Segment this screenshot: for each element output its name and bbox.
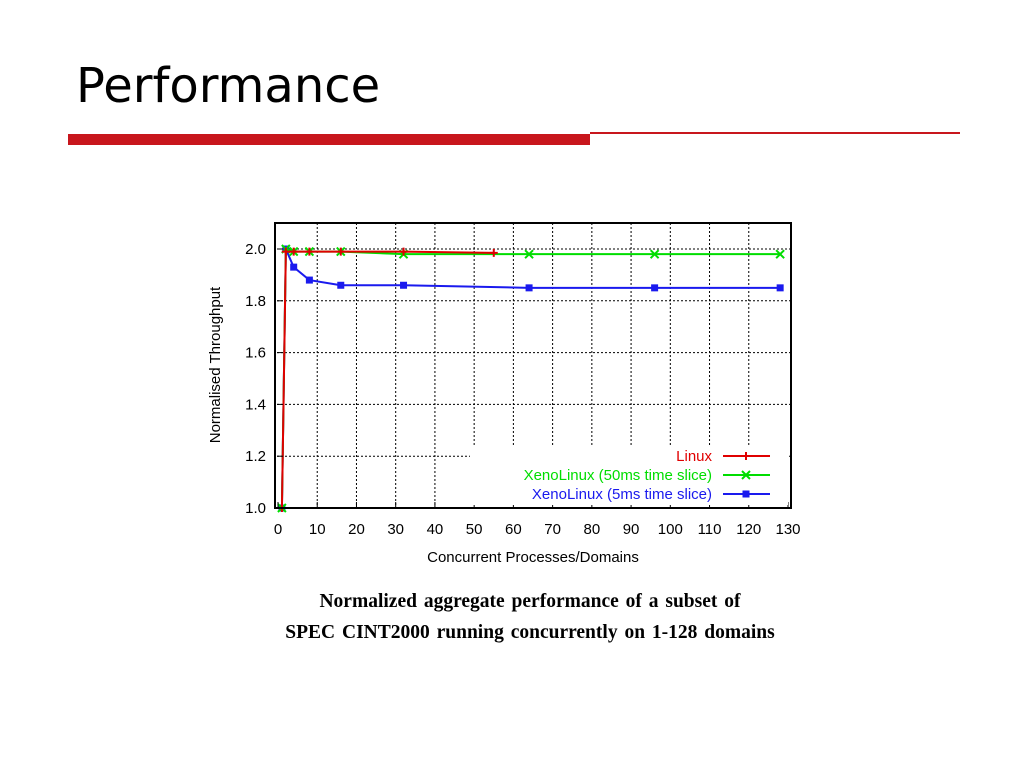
x-tick-label: 10 — [309, 521, 326, 538]
series-point — [649, 249, 660, 259]
x-axis-label: Concurrent Processes/Domains — [427, 549, 639, 566]
legend-marker — [742, 452, 750, 460]
figure-caption: Normalized aggregate performance of a su… — [230, 586, 830, 648]
legend-marker — [741, 470, 751, 480]
x-tick-label: 70 — [544, 521, 561, 538]
chart-legend: Linux XenoLinux (50ms time slice) XenoLinu… — [470, 445, 788, 505]
series-point — [281, 247, 290, 256]
series-point — [305, 247, 314, 256]
x-tick-label: 80 — [584, 521, 601, 538]
series-point — [776, 284, 784, 292]
series-point — [305, 276, 313, 284]
y-axis-label: Normalised Throughput — [207, 286, 224, 443]
x-tick-label: 0 — [274, 521, 282, 538]
series-point — [336, 247, 345, 256]
x-tick-label: 50 — [466, 521, 483, 538]
legend-label: Linux — [676, 448, 712, 465]
x-tick-label: 20 — [348, 521, 365, 538]
x-tick-label: 40 — [427, 521, 444, 538]
x-tick-label: 60 — [505, 521, 522, 538]
x-tick-label: 120 — [736, 521, 761, 538]
x-tick-label: 90 — [623, 521, 640, 538]
series-point — [489, 248, 498, 257]
x-tick-label: 30 — [387, 521, 404, 538]
series-point — [775, 249, 785, 259]
series-point — [399, 247, 408, 256]
x-tick-label: 130 — [775, 521, 800, 538]
x-tick-label: 100 — [658, 521, 683, 538]
legend-marker — [742, 490, 750, 498]
series-point — [524, 249, 534, 259]
chart-ticks: 0 10 20 30 40 50 60 70 80 90 100 110 120 130 1.0 1.2 1.4… — [245, 241, 800, 538]
slide-title: Performance — [76, 58, 381, 114]
series-point — [289, 247, 298, 256]
series-point — [290, 263, 298, 271]
title-underline-thick — [68, 134, 590, 145]
y-tick-label: 1.0 — [245, 500, 266, 517]
y-tick-label: 1.6 — [245, 345, 266, 362]
series-0 — [277, 247, 498, 512]
y-tick-label: 1.8 — [245, 293, 266, 310]
series-point — [651, 284, 659, 292]
x-tick-label: 110 — [698, 521, 722, 538]
plot-frame — [274, 222, 792, 509]
caption-line-2: SPEC CINT2000 running concurrently on 1-… — [285, 622, 775, 643]
legend-label: XenoLinux (50ms time slice) — [524, 467, 712, 484]
series-point — [337, 281, 345, 289]
y-tick-label: 1.2 — [245, 448, 266, 465]
caption-line-1: Normalized aggregate performance of a su… — [319, 591, 741, 612]
y-tick-label: 1.4 — [245, 396, 266, 413]
y-tick-label: 2.0 — [245, 241, 266, 258]
series-line — [280, 250, 494, 509]
series-point — [525, 284, 533, 292]
series-point — [400, 281, 408, 289]
title-underline-thin — [590, 132, 960, 134]
legend-label: XenoLinux (5ms time slice) — [532, 486, 712, 503]
